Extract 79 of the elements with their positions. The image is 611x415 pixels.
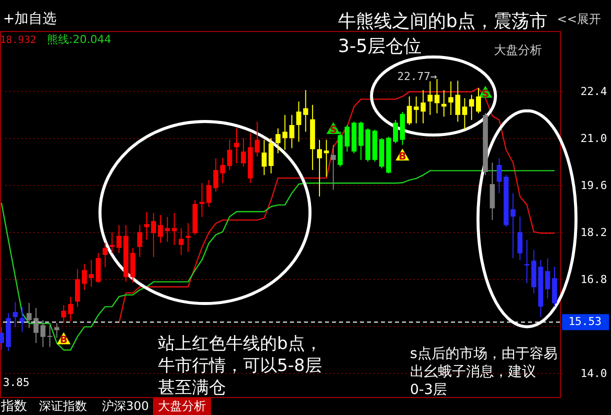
annotation: 18.932	[0, 35, 36, 46]
candlestick	[227, 139, 232, 171]
candlestick	[358, 121, 364, 160]
y-tick-label: 16.8	[580, 272, 607, 286]
candlestick	[20, 306, 25, 332]
text: <<展开	[557, 12, 602, 26]
candlestick	[199, 182, 204, 218]
candlestick	[110, 232, 115, 254]
candlestick	[34, 308, 39, 344]
candlestick	[68, 296, 74, 322]
candlestick	[406, 96, 412, 126]
candlestick	[116, 224, 122, 254]
annotation: 3.85	[3, 376, 30, 389]
candlestick	[186, 222, 191, 252]
y-tick-label: 21.0	[580, 132, 607, 145]
annotation: 22.77→	[397, 70, 438, 83]
candlestick	[0, 326, 4, 350]
candlestick	[330, 144, 336, 190]
line-series	[118, 87, 556, 324]
text: B	[60, 335, 68, 346]
candlestick	[510, 192, 516, 259]
candlestick	[276, 128, 280, 154]
candlestick	[61, 304, 66, 324]
text: 指数	[0, 399, 27, 414]
candlestick	[434, 78, 440, 114]
text: +加自选	[3, 11, 57, 27]
candlestick	[172, 212, 177, 246]
y-tick-label: 18.2	[580, 226, 607, 239]
annotation: 大盘分析	[494, 43, 542, 57]
candlestick	[296, 101, 302, 142]
candlestick	[158, 214, 163, 244]
candlestick	[54, 322, 60, 338]
candlestick	[47, 324, 52, 348]
candlestick	[545, 258, 550, 299]
candlestick	[240, 138, 246, 168]
y-tick-label: 19.6	[580, 178, 607, 192]
text: S	[482, 88, 490, 100]
ref-line-label: 15.53	[568, 315, 602, 328]
candlestick	[448, 80, 454, 116]
candlestick	[524, 239, 530, 284]
candlestick	[144, 211, 150, 240]
candlestick	[393, 119, 398, 144]
candlestick	[164, 216, 170, 242]
annotation: 熊线:20.044	[47, 33, 112, 46]
candlestick	[344, 124, 350, 152]
candlestick	[517, 216, 522, 260]
candlestick	[137, 224, 142, 258]
candlestick	[234, 128, 240, 164]
candlestick	[289, 114, 294, 149]
candlestick	[102, 242, 108, 268]
y-tick-label: 14.0	[580, 366, 607, 380]
candlestick	[262, 139, 267, 176]
text: 沪深300	[102, 399, 149, 413]
candlestick	[469, 94, 474, 120]
candlestick	[75, 268, 80, 308]
candlestick	[282, 114, 288, 150]
candlestick	[254, 121, 260, 158]
candlestick	[441, 90, 446, 118]
text: 深证指数	[39, 399, 87, 413]
candlestick	[496, 158, 502, 194]
annotation: 站上红色牛线的b点，牛市行情，可以5-8层甚至满仓	[158, 334, 322, 398]
candlestick	[268, 138, 274, 174]
candlestick	[40, 320, 46, 348]
candlestick	[26, 302, 32, 329]
series-label: B	[398, 152, 406, 163]
candlestick	[178, 228, 184, 256]
text: 大盘分析	[158, 399, 206, 413]
candlestick	[324, 139, 329, 178]
series-label: S	[330, 125, 337, 136]
candlestick	[12, 301, 18, 328]
y-tick-label: 22.4	[580, 84, 608, 98]
candlestick	[206, 180, 212, 208]
candlestick	[82, 264, 87, 290]
candlestick	[316, 139, 322, 198]
candlestick	[476, 88, 481, 114]
candlestick	[303, 90, 308, 132]
candlestick	[151, 212, 156, 258]
annotation: s点后的市场，由于容易出幺蛾子消息，建议0-3层	[410, 346, 558, 398]
candlestick	[428, 80, 433, 116]
